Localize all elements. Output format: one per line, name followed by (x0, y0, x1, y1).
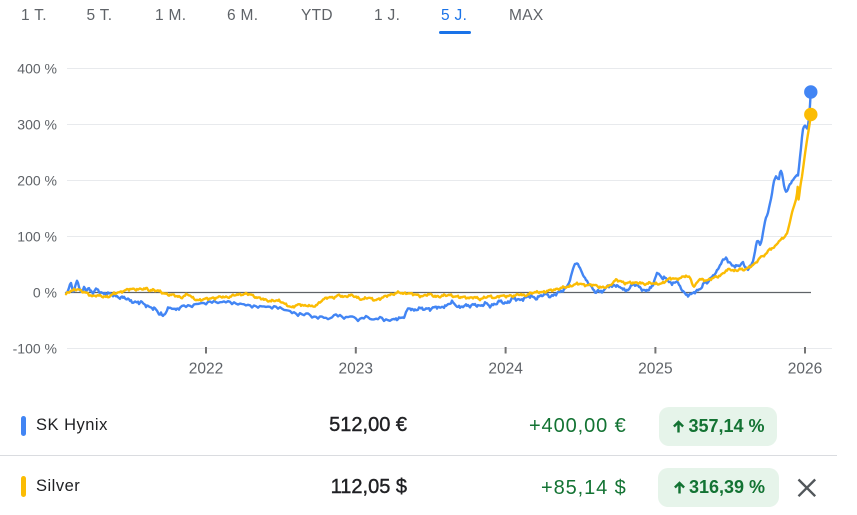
svg-text:-100 %: -100 % (13, 341, 57, 357)
svg-text:2026: 2026 (788, 361, 822, 378)
svg-text:2023: 2023 (339, 361, 373, 378)
svg-text:2022: 2022 (189, 361, 223, 378)
svg-text:0 %: 0 % (33, 285, 57, 301)
svg-text:100 %: 100 % (17, 229, 57, 245)
svg-text:2024: 2024 (488, 361, 523, 378)
svg-text:300 %: 300 % (17, 117, 57, 133)
svg-text:2025: 2025 (638, 361, 672, 378)
svg-text:400 %: 400 % (17, 61, 57, 77)
svg-text:200 %: 200 % (17, 173, 57, 189)
